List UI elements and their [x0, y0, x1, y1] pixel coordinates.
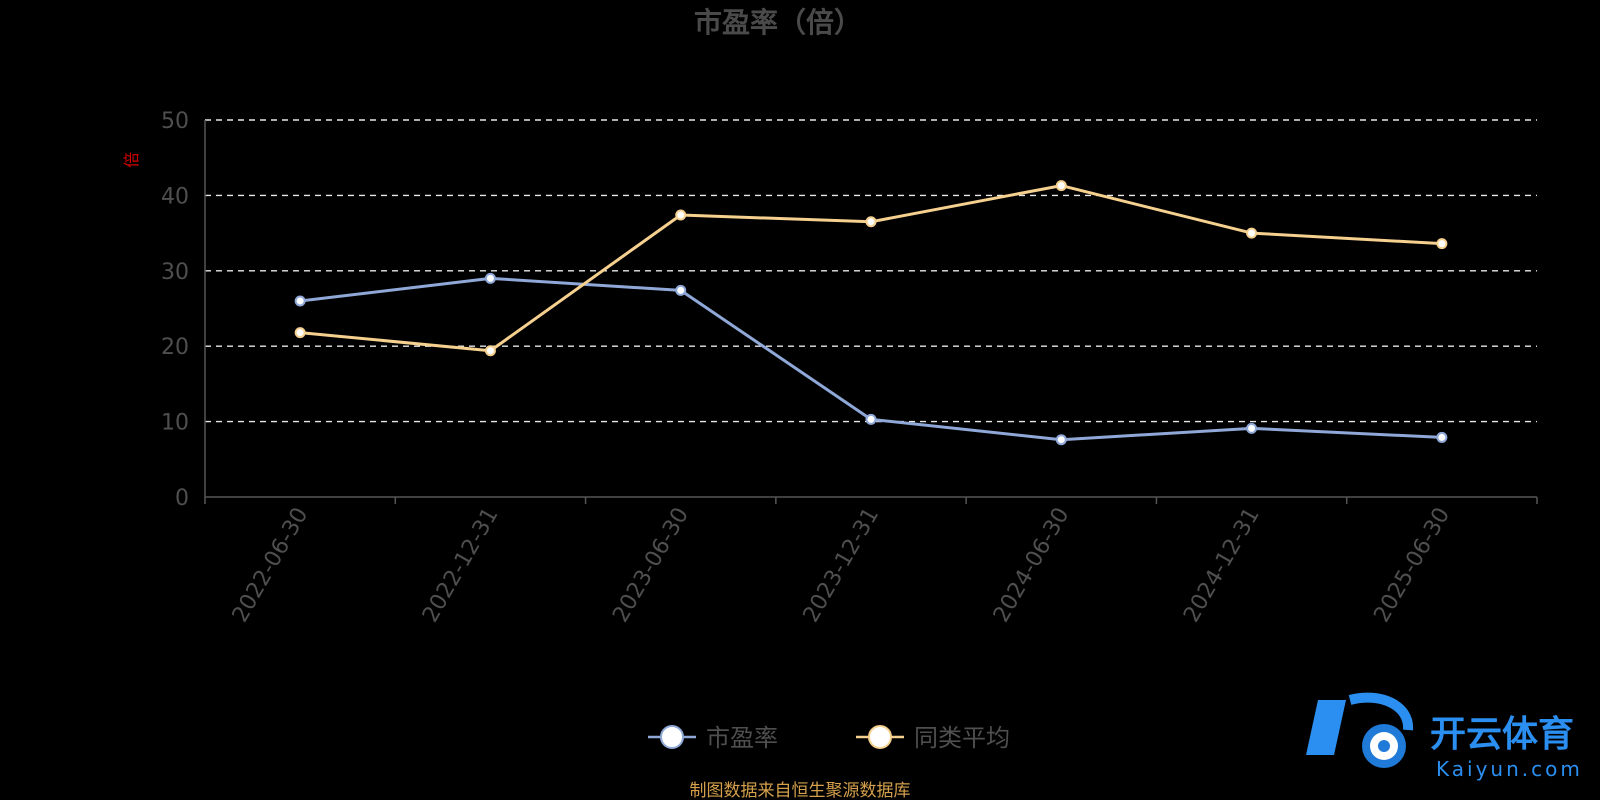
y-tick-label: 40 — [161, 184, 189, 209]
data-point-series-0[interactable] — [294, 295, 306, 307]
legend-marker[interactable] — [868, 725, 892, 749]
x-tick-label: 2023-06-30 — [608, 504, 694, 627]
legend[interactable]: 市盈率 同类平均 — [648, 724, 1010, 752]
x-tick-label: 2022-12-31 — [418, 504, 504, 627]
data-point-series-0[interactable] — [1246, 422, 1258, 434]
y-tick-label: 20 — [161, 335, 189, 360]
data-source-note: 制图数据来自恒生聚源数据库 — [690, 781, 911, 800]
data-point-series-1[interactable] — [675, 209, 687, 221]
data-point-series-0[interactable] — [1436, 431, 1448, 443]
axes: 0 10 20 30 40 50 2022-06-30 2022-12-31 2023-06-3… — [161, 109, 1538, 627]
brand-domain: Kaiyun.com — [1436, 757, 1583, 781]
x-tick-label: 2025-06-30 — [1369, 504, 1455, 627]
legend-label[interactable]: 市盈率 — [706, 724, 778, 752]
legend-label[interactable]: 同类平均 — [914, 724, 1010, 752]
y-unit-label: 倍 — [122, 152, 141, 168]
data-point-series-1[interactable] — [484, 345, 496, 357]
x-tick-label: 2023-12-31 — [799, 504, 885, 627]
data-point-series-0[interactable] — [484, 272, 496, 284]
kaiyun-logo-icon — [1306, 692, 1414, 768]
kaiyun-watermark: 开云体育 Kaiyun.com — [1306, 692, 1583, 781]
data-point-series-0[interactable] — [865, 413, 877, 425]
data-point-series-1[interactable] — [294, 327, 306, 339]
x-tick-label: 2022-06-30 — [228, 504, 314, 627]
legend-marker[interactable] — [660, 725, 684, 749]
x-tick-label: 2024-12-31 — [1179, 504, 1265, 627]
series-line-1 — [300, 184, 1442, 353]
series-lines — [294, 180, 1448, 446]
brand-name: 开云体育 — [1430, 714, 1574, 755]
grid-lines — [205, 119, 1537, 423]
data-point-series-1[interactable] — [865, 216, 877, 228]
chart-title: 市盈率（倍） — [694, 6, 862, 39]
x-tick-label: 2024-06-30 — [989, 504, 1075, 627]
data-point-series-0[interactable] — [675, 284, 687, 296]
y-tick-label: 0 — [175, 486, 189, 511]
data-point-series-0[interactable] — [1055, 434, 1067, 446]
y-tick-label: 30 — [161, 260, 189, 285]
y-tick-label: 50 — [161, 109, 189, 134]
data-point-series-1[interactable] — [1055, 180, 1067, 192]
y-tick-label: 10 — [161, 411, 189, 436]
data-point-series-1[interactable] — [1246, 227, 1258, 239]
data-point-series-1[interactable] — [1436, 238, 1448, 250]
